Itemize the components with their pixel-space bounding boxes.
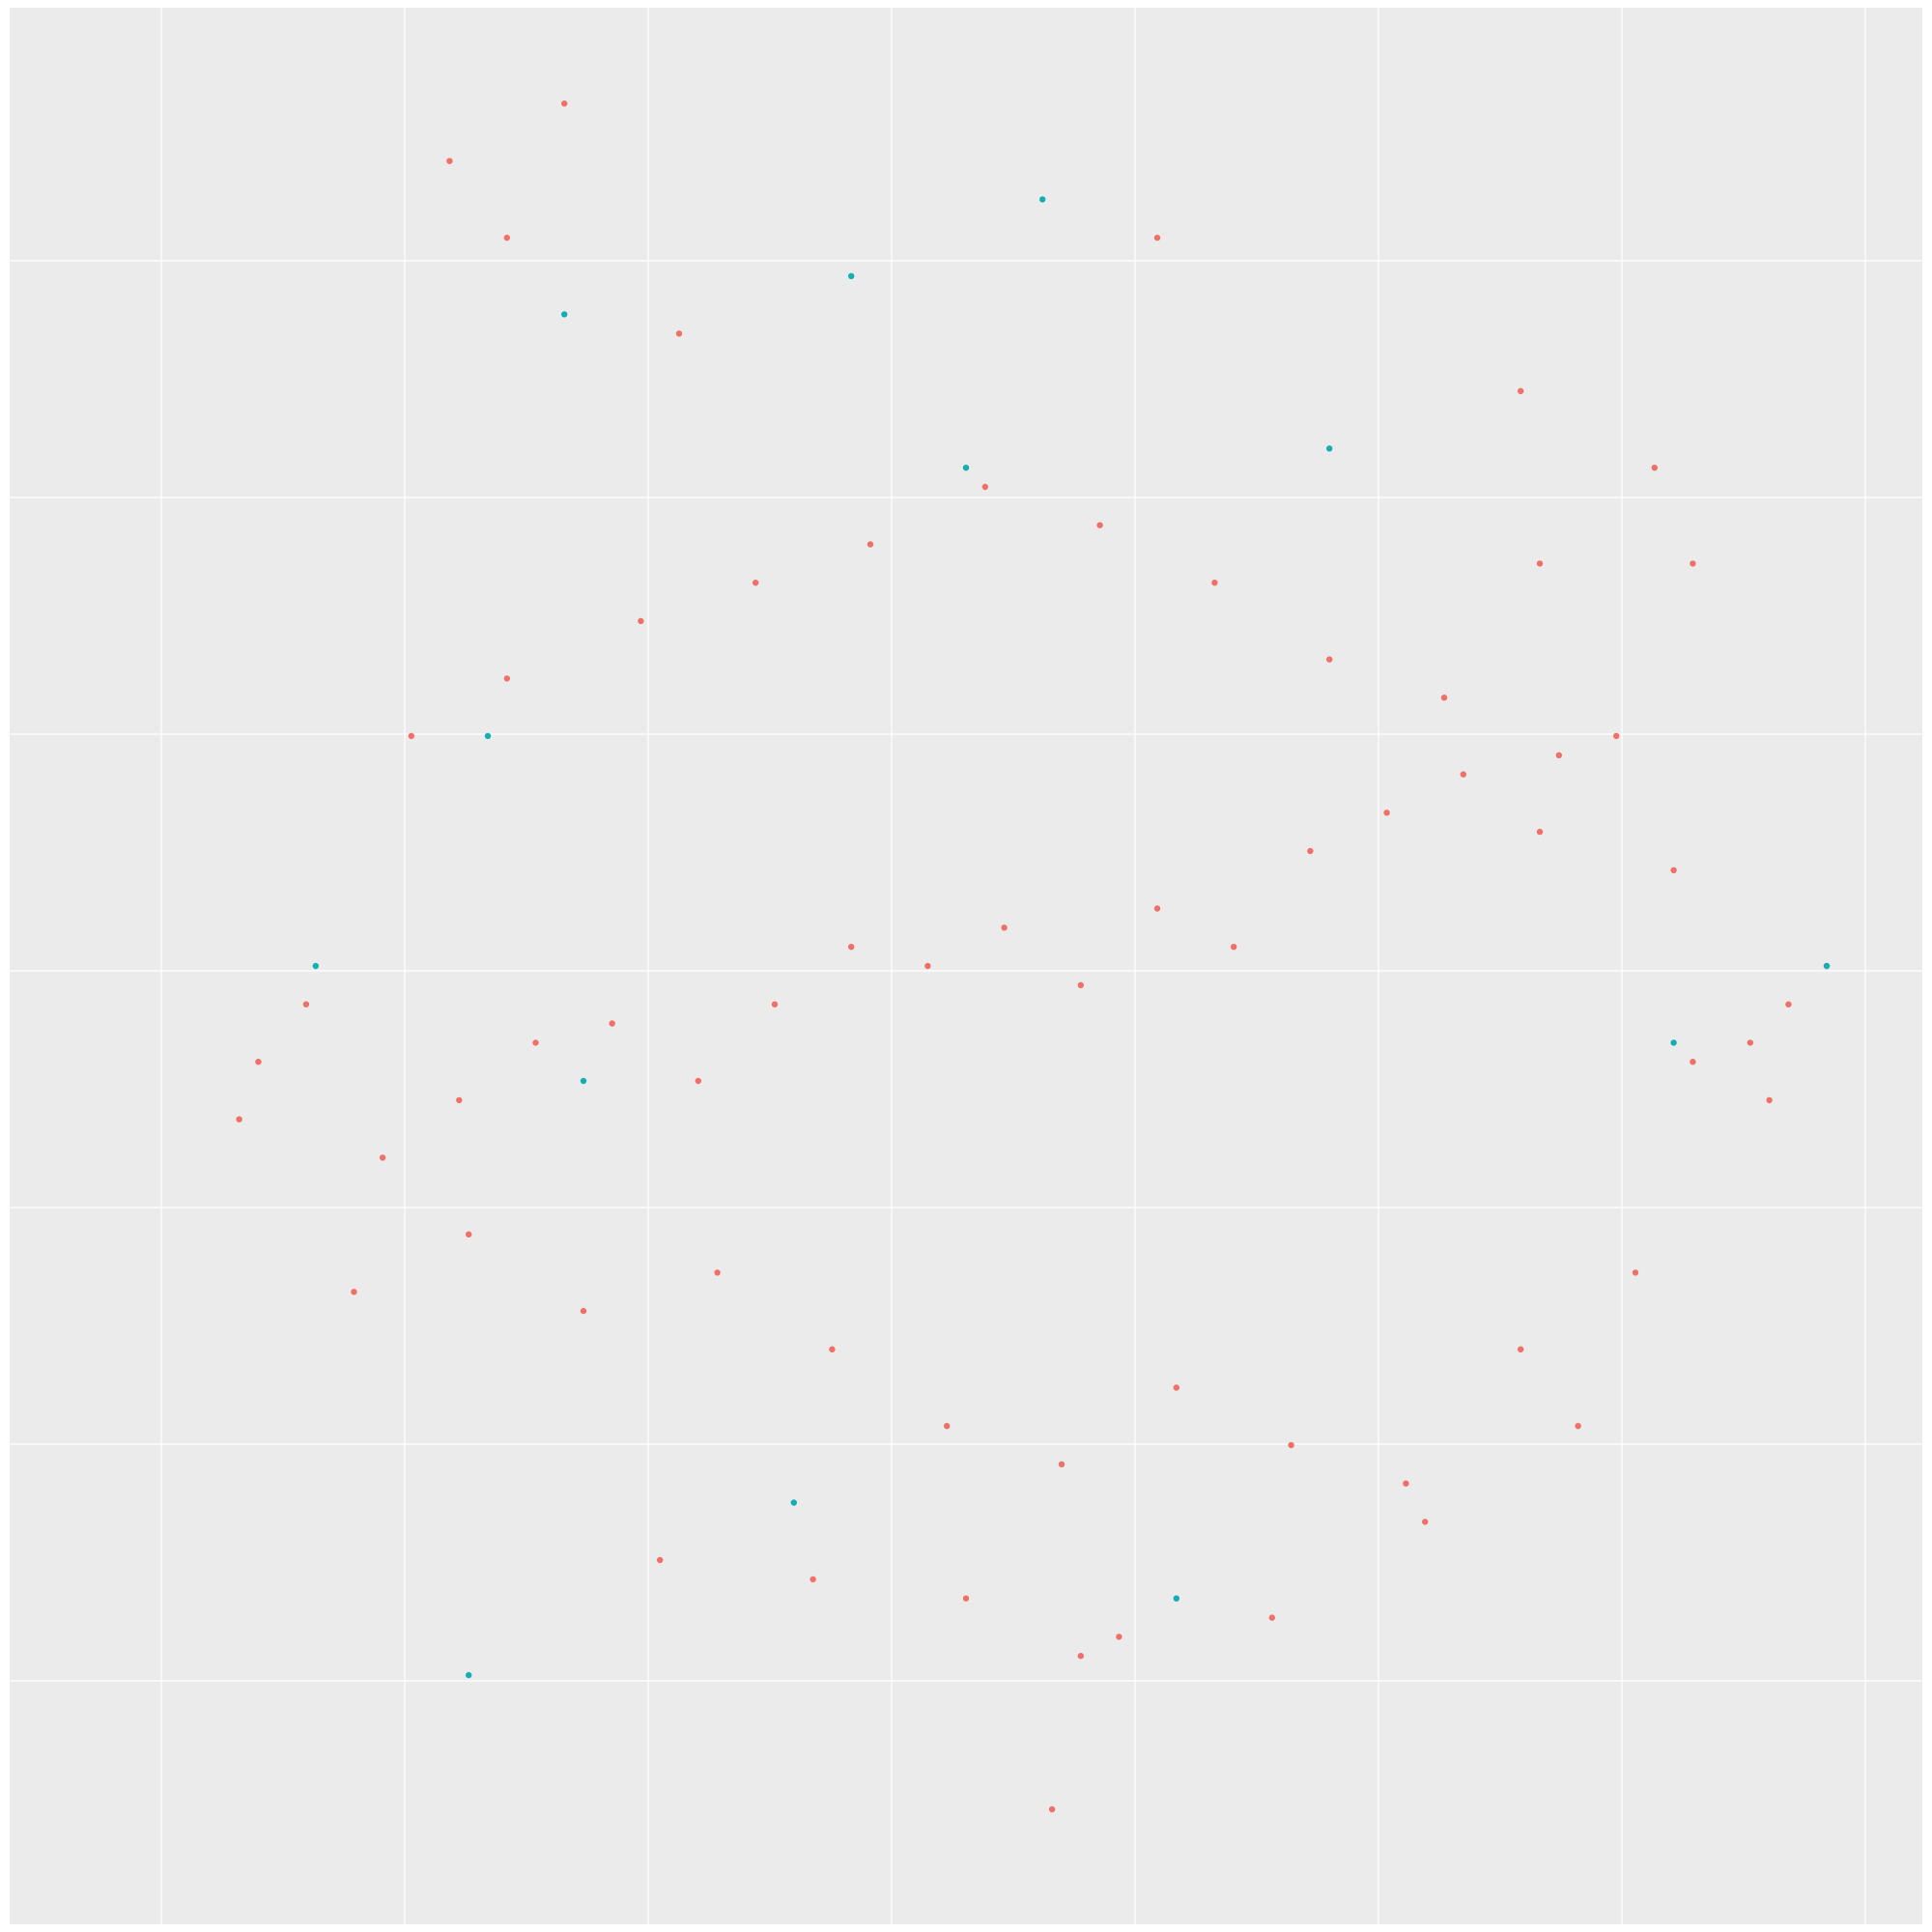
point-s0-21 [1766, 1096, 1773, 1104]
point-s0-19 [1613, 732, 1620, 740]
point-s0-46 [1518, 1346, 1524, 1353]
point-s1-6 [580, 1077, 587, 1085]
point-s1-1 [484, 732, 492, 740]
point-s0-59 [675, 330, 683, 337]
point-s0-27 [867, 541, 874, 548]
point-s0-38 [580, 1307, 587, 1315]
point-s0-52 [1116, 1634, 1122, 1640]
point-s0-7 [695, 1077, 701, 1085]
data-points [236, 100, 1831, 1813]
point-s0-35 [1785, 1001, 1792, 1008]
point-s0-2 [302, 1001, 310, 1008]
point-s0-50 [810, 1576, 816, 1583]
point-s1-3 [848, 272, 855, 279]
point-s0-16 [1383, 810, 1390, 816]
point-s0-13 [1153, 905, 1161, 912]
point-s0-48 [1747, 1039, 1754, 1046]
point-s0-14 [1231, 944, 1237, 951]
point-s0-57 [503, 234, 510, 242]
point-s0-1 [255, 1059, 262, 1065]
point-s0-29 [1096, 522, 1103, 528]
point-s0-0 [236, 1116, 242, 1122]
grid-lines [10, 8, 1922, 1924]
point-s0-3 [379, 1154, 386, 1161]
point-s0-15 [1307, 847, 1314, 855]
point-s0-20 [1690, 1059, 1696, 1065]
point-s1-11 [1823, 962, 1831, 970]
point-s0-26 [753, 580, 759, 586]
point-s0-23 [408, 732, 414, 740]
point-s0-45 [1403, 1480, 1409, 1487]
point-s0-44 [1288, 1441, 1294, 1449]
point-s0-42 [1058, 1461, 1065, 1468]
point-s0-47 [1632, 1269, 1639, 1276]
point-s0-11 [1001, 924, 1008, 931]
point-s1-0 [312, 962, 319, 970]
point-s0-60 [1153, 234, 1161, 242]
point-s0-41 [944, 1423, 951, 1430]
point-s1-7 [790, 1499, 797, 1506]
point-s1-10 [1670, 1039, 1677, 1046]
point-s1-2 [561, 311, 568, 318]
point-s0-51 [962, 1595, 970, 1602]
point-s1-5 [1039, 196, 1046, 203]
point-s0-18 [1536, 828, 1544, 836]
point-s0-56 [446, 157, 453, 164]
point-s1-9 [1173, 1595, 1180, 1602]
point-s0-39 [714, 1269, 721, 1276]
point-s0-6 [609, 1020, 615, 1027]
point-s0-55 [1575, 1423, 1581, 1430]
point-s1-12 [1326, 445, 1333, 452]
point-s0-43 [1173, 1384, 1180, 1391]
point-s0-24 [503, 675, 510, 682]
point-s0-65 [1077, 1653, 1085, 1660]
point-s0-34 [1670, 867, 1677, 873]
point-s0-62 [1690, 560, 1696, 567]
point-s0-36 [351, 1289, 357, 1295]
point-s0-10 [924, 962, 931, 970]
point-s0-32 [1440, 695, 1448, 701]
point-s0-66 [1048, 1805, 1056, 1813]
point-s0-64 [1651, 465, 1659, 471]
point-s0-33 [1555, 752, 1563, 758]
point-s0-40 [829, 1346, 836, 1353]
point-s0-30 [1211, 580, 1218, 586]
point-s0-25 [638, 617, 644, 625]
point-s0-49 [657, 1556, 664, 1564]
point-s0-63 [1536, 560, 1544, 567]
point-s0-61 [1518, 387, 1524, 394]
point-s1-8 [466, 1671, 472, 1679]
point-s0-12 [1077, 981, 1085, 988]
point-s1-4 [962, 465, 970, 471]
point-s0-58 [561, 100, 568, 107]
point-s0-17 [1460, 771, 1467, 778]
point-s0-4 [456, 1096, 463, 1104]
point-s0-5 [532, 1039, 539, 1046]
point-s0-54 [1422, 1519, 1429, 1525]
point-s0-8 [771, 1001, 779, 1008]
point-s0-37 [466, 1231, 472, 1238]
point-s0-9 [848, 944, 855, 951]
point-s0-53 [1268, 1614, 1276, 1621]
point-s0-28 [981, 483, 988, 491]
plot-panel-background [10, 8, 1922, 1924]
point-s0-31 [1326, 656, 1333, 663]
